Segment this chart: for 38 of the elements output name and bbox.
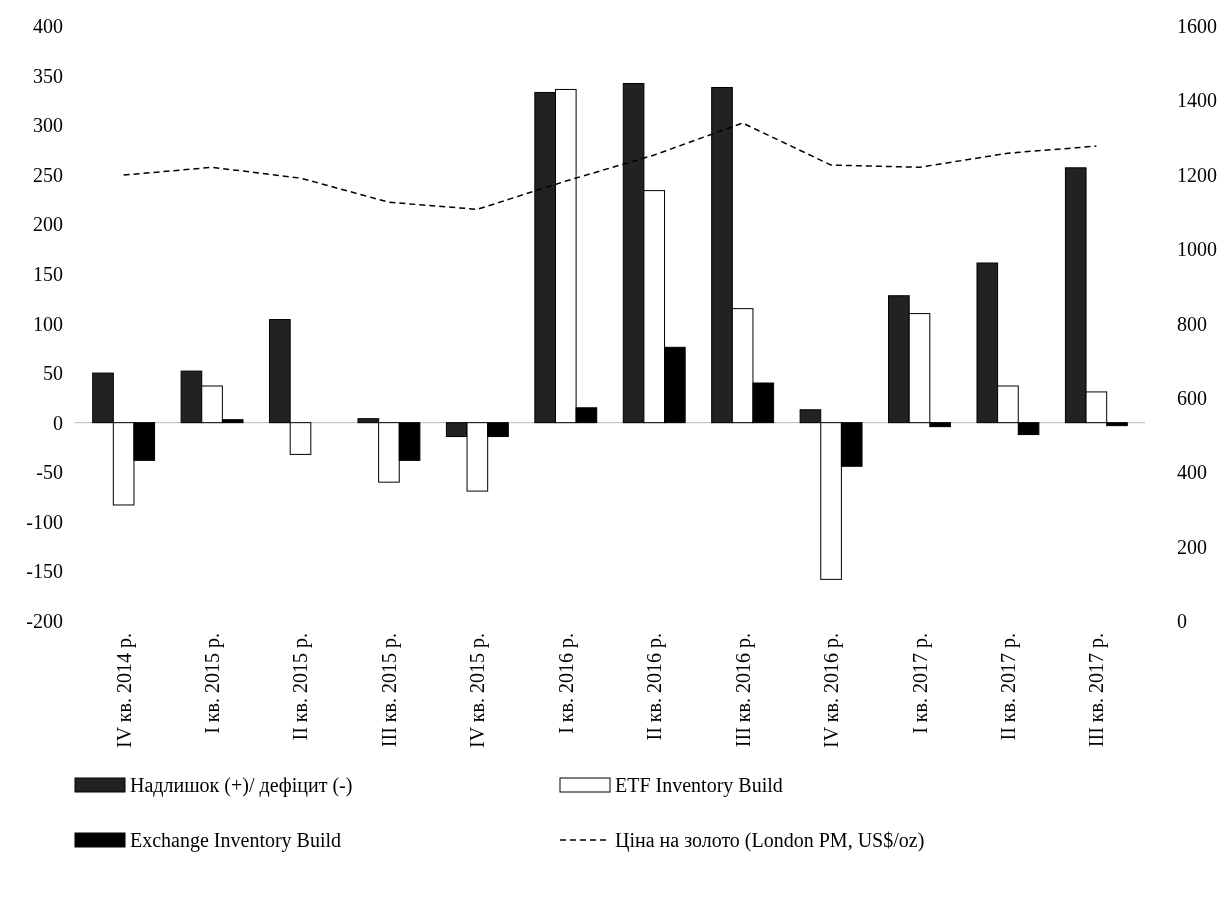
x-tick-label: II кв. 2016 р. <box>643 633 667 741</box>
y-tick-label: 150 <box>33 262 63 285</box>
x-tick-label: I кв. 2016 р. <box>554 633 578 734</box>
y-tick-label: -50 <box>36 461 63 484</box>
y-tick-label: -200 <box>26 610 63 632</box>
y2-tick-label: 600 <box>1177 386 1207 409</box>
legend-label: Надлишок (+)/ дефіцит (-) <box>130 774 353 797</box>
y2-tick-label: 800 <box>1177 312 1207 335</box>
x-tick-label: IV кв. 2016 р. <box>820 633 844 748</box>
x-tick-label: I кв. 2015 р. <box>201 633 225 734</box>
y2-tick-label: 1600 <box>1177 15 1217 37</box>
x-tick-label: III кв. 2015 р. <box>377 633 401 748</box>
y-tick-label: 300 <box>33 114 63 137</box>
x-tick-label: III кв. 2016 р. <box>731 633 755 748</box>
x-tick-label: II кв. 2017 р. <box>996 633 1020 741</box>
x-tick-label: II кв. 2015 р. <box>289 633 313 741</box>
x-tick-label: IV кв. 2015 р. <box>466 633 490 748</box>
legend-label: Exchange Inventory Build <box>130 829 342 852</box>
y2-tick-label: 1200 <box>1177 163 1217 186</box>
y-tick-label: 200 <box>33 213 63 236</box>
y-tick-label: 100 <box>33 312 63 335</box>
y-tick-label: 0 <box>53 411 63 434</box>
y2-tick-label: 400 <box>1177 461 1207 484</box>
y-tick-label: 400 <box>33 15 63 37</box>
legend-label: ETF Inventory Build <box>615 774 783 797</box>
y-tick-label: 350 <box>33 64 63 87</box>
y-tick-label: -150 <box>26 560 63 583</box>
y2-tick-label: 1400 <box>1177 89 1217 112</box>
y2-tick-label: 1000 <box>1177 238 1217 261</box>
x-tick-label: III кв. 2017 р. <box>1085 633 1109 748</box>
y2-tick-label: 0 <box>1177 610 1187 632</box>
y-tick-label: -100 <box>26 510 63 533</box>
x-tick-label: IV кв. 2014 р. <box>112 633 136 748</box>
legend-label: Ціна на золото (London PM, US$/oz) <box>615 829 925 852</box>
y-tick-label: 250 <box>33 163 63 186</box>
x-tick-label: I кв. 2017 р. <box>908 633 932 734</box>
y-tick-label: 50 <box>43 362 63 385</box>
y2-tick-label: 200 <box>1177 535 1207 558</box>
